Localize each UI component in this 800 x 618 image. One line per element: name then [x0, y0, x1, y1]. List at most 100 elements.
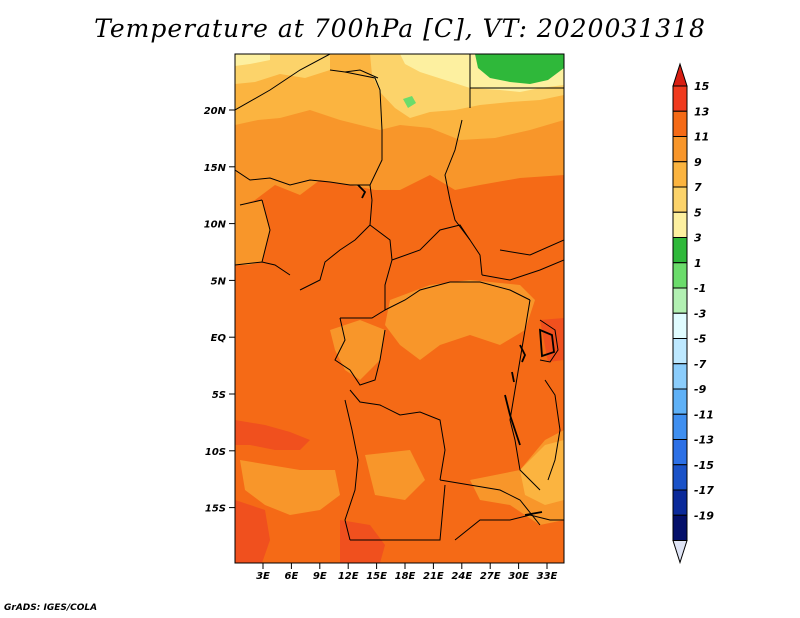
lat-label: 10S: [205, 447, 226, 458]
lon-label: 12E: [338, 571, 359, 582]
colorbar-label: 3: [694, 232, 702, 245]
lat-label: 10N: [204, 220, 227, 231]
colorbar-label: 13: [694, 105, 710, 118]
colorbar-segment: [672, 186, 688, 213]
lake-malawi: [524, 511, 543, 516]
colorbar-label: 11: [694, 131, 709, 144]
colorbar-label: -19: [694, 509, 714, 522]
colorbar-segment: [672, 136, 688, 163]
lat-label: EQ: [211, 333, 227, 344]
map-frame: [234, 53, 565, 564]
border-congo-gabon: [334, 317, 386, 386]
colorbar-label: 5: [694, 206, 702, 219]
border-chad-sudan: [444, 119, 483, 276]
lon-label: 18E: [395, 571, 416, 582]
border-drc-angola: [349, 389, 446, 481]
border-angola-south: [344, 399, 446, 541]
lake-chad: [357, 184, 367, 199]
field-hot-angola-coast: [235, 420, 310, 450]
lon-label: 27E: [480, 571, 501, 582]
border-west-africa: [235, 199, 291, 276]
colorbar-segment: [672, 110, 688, 137]
field-pale-northwest: [235, 54, 270, 66]
border-zambia: [439, 479, 541, 526]
lat-label: 5N: [211, 276, 227, 287]
field-cold-spot: [403, 96, 416, 108]
colorbar-segment: [672, 262, 688, 289]
lon-label: 21E: [423, 571, 444, 582]
colorbar-segment: [672, 312, 688, 339]
colorbar-segment: [672, 85, 688, 112]
colorbar-label: -3: [694, 307, 707, 320]
colorbar: 15 13 11 9 7 5 3 1 -1 -3 -5 -7 -9 -11 -13 -15 -17 -19: [672, 62, 714, 565]
border-east-lakes: [539, 319, 561, 481]
lakes: [357, 184, 555, 516]
map-title: Temperature at 700hPa [C], VT: 202003131…: [94, 14, 706, 43]
border-car-drc: [384, 281, 531, 311]
colorbar-label: -1: [694, 282, 706, 295]
colorbar-label: -9: [694, 383, 707, 396]
colorbar-segment: [672, 439, 688, 466]
lon-label: 15E: [366, 571, 387, 582]
field-hot-southwest-corner: [235, 500, 270, 563]
colorbar-label: -7: [694, 358, 707, 371]
colorbar-label: 1: [694, 257, 702, 270]
border-car-chad: [391, 224, 471, 261]
colorbar-top-arrow: [672, 62, 688, 87]
border-sudan-south: [481, 239, 564, 281]
border-libya-chad: [344, 54, 564, 108]
country-borders: [235, 54, 564, 541]
colorbar-segment: [672, 514, 688, 541]
lon-label: 33E: [537, 571, 558, 582]
border-niger-nigeria: [235, 169, 370, 186]
lon-label: 3E: [256, 571, 270, 582]
lon-label: 6E: [285, 571, 299, 582]
colorbar-segment: [672, 338, 688, 365]
longitude-axis: 3E 6E 9E 12E 15E 18E 21E 24E 27E 30E 33E: [256, 563, 558, 582]
colorbar-label: 9: [694, 156, 702, 169]
field-mild-southeast: [520, 440, 564, 505]
colorbar-segment: [672, 161, 688, 188]
colorbar-label: 15: [694, 80, 710, 93]
colorbar-label: -13: [694, 434, 714, 447]
lat-label: 20N: [204, 106, 227, 117]
border-cameroon-car: [340, 224, 393, 319]
field-hot-south: [340, 520, 385, 563]
colorbar-label: 7: [694, 181, 702, 194]
lat-label: 15S: [205, 504, 226, 515]
field-warm-south-central: [365, 450, 425, 500]
field-cold-northeast: [475, 54, 564, 84]
lon-label: 9E: [313, 571, 327, 582]
lat-label: 5S: [212, 390, 226, 401]
lake-tanganyika: [504, 394, 521, 446]
grads-credit: GrADS: IGES/COLA: [4, 603, 98, 613]
colorbar-segment: [672, 237, 688, 264]
colorbar-segment: [672, 464, 688, 491]
latitude-axis: 20N 15N 10N 5N EQ 5S 10S 15S: [204, 106, 235, 515]
border-algeria-niger: [235, 54, 383, 201]
colorbar-label: -17: [694, 484, 714, 497]
colorbar-bottom-arrow: [672, 540, 688, 565]
border-southeast: [454, 514, 564, 541]
lon-label: 24E: [451, 571, 472, 582]
colorbar-label: -15: [694, 459, 714, 472]
lake-albert: [519, 344, 526, 363]
field-warm-west: [235, 200, 270, 265]
colorbar-label: -5: [694, 333, 707, 346]
lake-kivu: [511, 371, 515, 383]
lon-label: 30E: [508, 571, 529, 582]
temperature-field: [235, 54, 564, 563]
colorbar-segment: [672, 388, 688, 415]
colorbar-label: -11: [694, 408, 714, 421]
colorbar-segment: [672, 489, 688, 516]
colorbar-segment: [672, 211, 688, 238]
colorbar-segment: [672, 287, 688, 314]
field-warm-central: [385, 280, 535, 360]
field-warm-southwest: [240, 460, 340, 515]
border-drc-east: [509, 299, 541, 491]
colorbar-segment: [672, 413, 688, 440]
colorbar-segment: [672, 363, 688, 390]
lake-victoria: [538, 328, 555, 358]
lat-label: 15N: [204, 163, 227, 174]
